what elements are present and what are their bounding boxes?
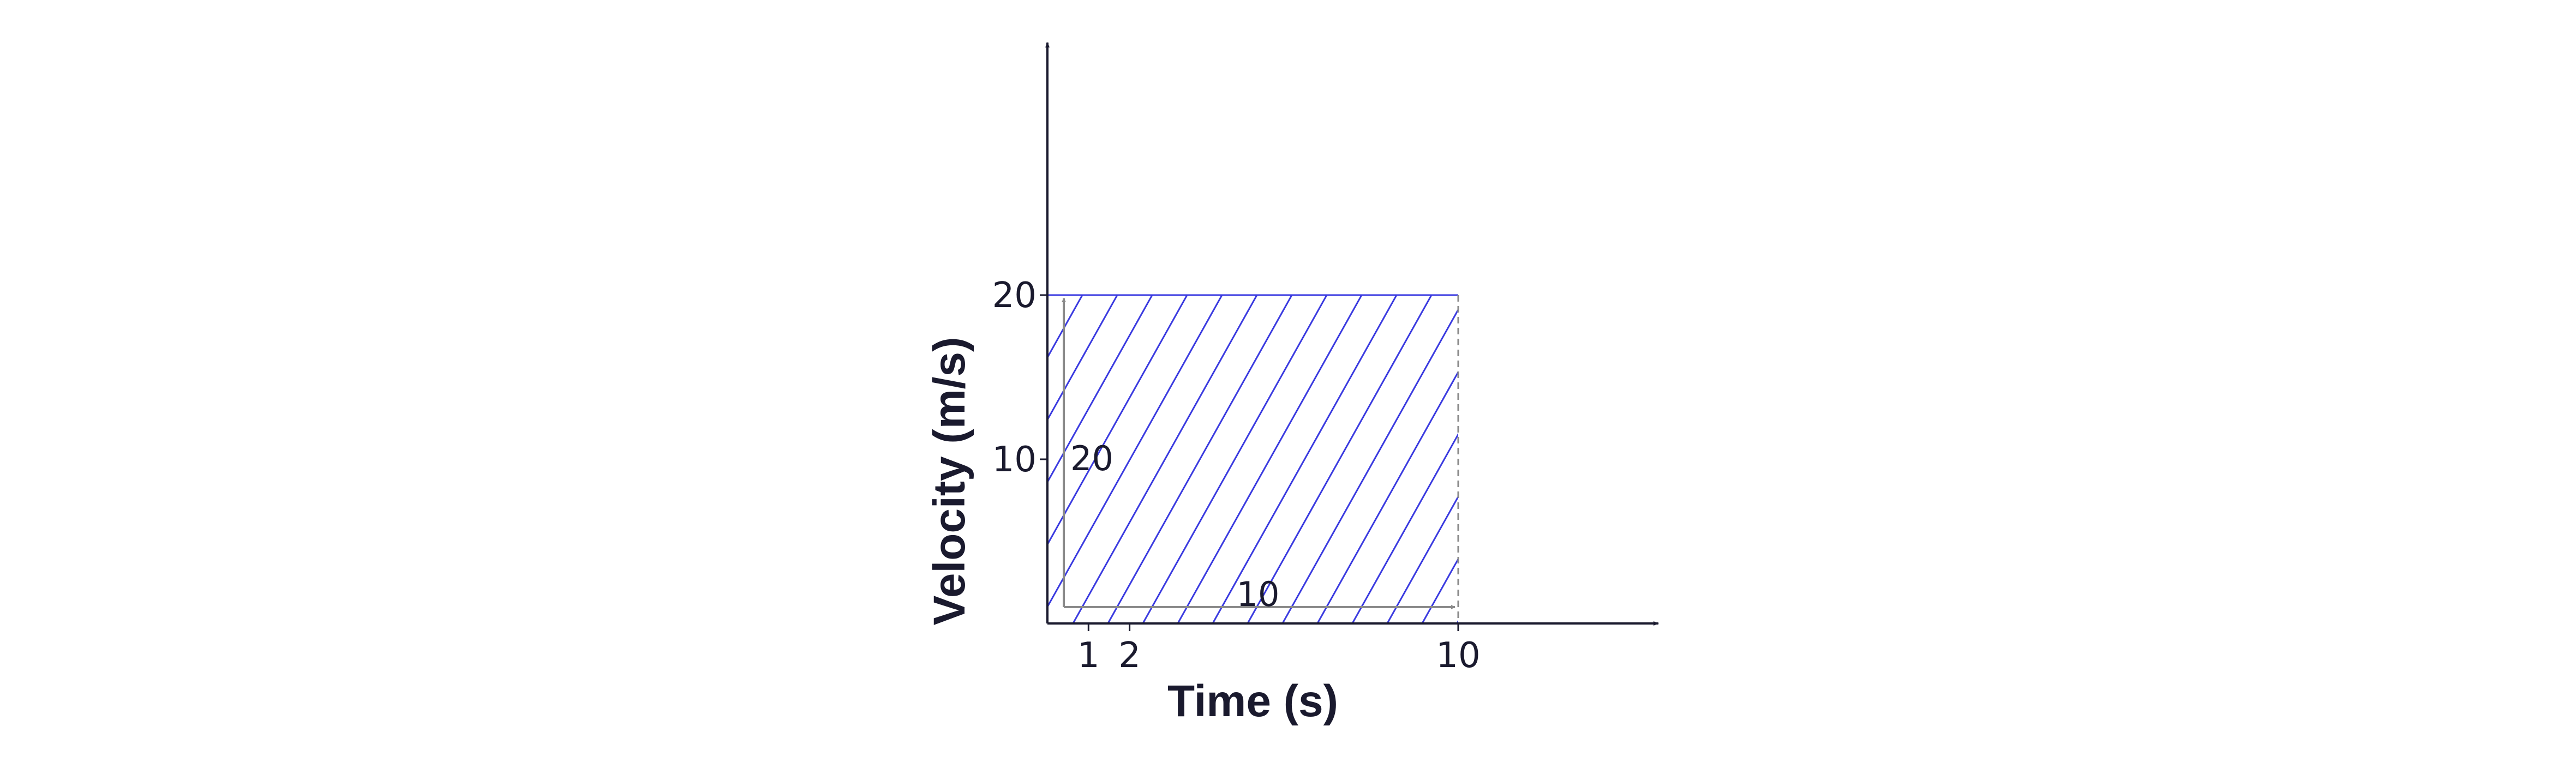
x-tick-label-1: 2 [1118,635,1141,676]
hatch-line-3 [1047,295,1118,422]
x-tick-label-2: 10 [1436,635,1480,676]
hatch-line-9 [1142,295,1328,623]
y-tick-label-0: 10 [992,440,1037,480]
hatch-line-18 [1456,620,1458,623]
width-dimension-label: 10 [1237,574,1280,614]
hatch-line-8 [1107,295,1293,623]
hatch-line-4 [1047,295,1153,484]
hatch-line-14 [1316,370,1458,623]
hatch-line-5 [1047,295,1188,547]
hatch-line-2 [1047,295,1083,359]
hatch-line-6 [1047,295,1223,609]
x-axis-ticks: 1 2 10 [1077,623,1481,676]
hatch-line-10 [1177,295,1363,623]
hatch-line-12 [1247,295,1433,623]
hatch-line-19 [1492,295,1676,623]
y-axis-title: Velocity (m/s) [925,337,974,626]
hatch-line-17 [1421,557,1458,623]
hatch-line-15 [1351,433,1458,623]
height-dimension-label: 20 [1070,439,1113,478]
hatch-line-11 [1212,295,1398,623]
hatch-line-13 [1281,308,1458,623]
shaded-area [829,295,1676,623]
x-tick-label-0: 1 [1077,635,1100,676]
x-axis-title: Time (s) [1167,676,1338,726]
y-tick-label-1: 20 [992,275,1037,316]
hatch-line-7 [1072,295,1258,623]
hatch-line-16 [1386,495,1458,623]
hatch-line-0 [829,295,1013,623]
y-axis-ticks: 10 20 [992,275,1047,480]
